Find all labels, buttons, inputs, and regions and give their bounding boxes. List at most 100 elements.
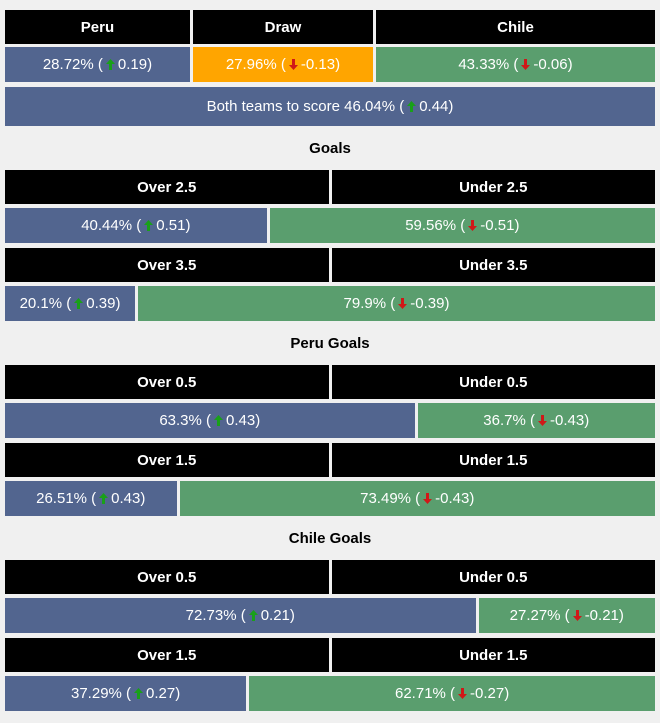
percent-row: 37.29% (0.27) 62.71% (-0.27): [5, 676, 655, 711]
header-cell: Under 1.5: [331, 638, 655, 672]
header-cell: Under 3.5: [331, 248, 655, 282]
paren: ): [255, 412, 261, 429]
change: 0.27: [146, 685, 176, 702]
paren: ): [147, 56, 153, 73]
paren: (: [62, 295, 72, 312]
percent-cell: 27.27% ( -0.21): [478, 598, 655, 633]
up-arrow: [144, 220, 154, 231]
header-cell: Over 0.5: [5, 365, 329, 399]
change: 0.39: [86, 295, 116, 312]
change: 0.43: [226, 412, 256, 429]
down-arrow: [423, 493, 433, 504]
up-arrow: [99, 493, 109, 504]
btts-cell: Both teams to score 46.04% (0.44): [5, 87, 655, 126]
percent: 63.3%: [159, 412, 202, 429]
percent: 28.72%: [42, 56, 94, 73]
percent: 59.56%: [405, 217, 457, 234]
change: 0.51: [156, 217, 186, 234]
up-arrow: [248, 610, 258, 621]
percent-row: 20.1% (0.39) 79.9% (-0.39): [5, 286, 655, 321]
paren: (: [93, 56, 103, 73]
paren: (: [395, 98, 405, 115]
paren: ): [618, 607, 624, 624]
paren: (: [276, 56, 286, 73]
percent: 62.71%: [395, 685, 446, 702]
paren: (: [121, 685, 132, 702]
percent-cell: 63.3% (0.43): [5, 403, 415, 438]
change: -0.13: [300, 56, 336, 73]
percent-cell: 59.56% (-0.51): [269, 208, 655, 243]
header-cell: Under 0.5: [331, 365, 655, 399]
header-cell: Chile: [375, 10, 655, 44]
percent: 20.1%: [19, 295, 63, 312]
paren: ): [584, 412, 590, 429]
paren: ): [115, 295, 121, 312]
percent: 37.29%: [71, 685, 122, 702]
change: -0.43: [550, 412, 585, 429]
header-row: Over 0.5 Under 0.5: [5, 365, 655, 399]
header-cell: Over 1.5: [5, 638, 329, 672]
btts-text: Both teams to score: [206, 98, 340, 115]
up-arrow: [74, 298, 84, 309]
percent-cell: 37.29% (0.27): [5, 676, 247, 711]
percent-row: 63.3% (0.43) 36.7% (-0.43): [5, 403, 655, 438]
percent-cell: 62.71% (-0.27): [249, 676, 655, 711]
paren: ): [514, 217, 520, 234]
percent: 79.9%: [343, 295, 387, 312]
paren: ): [289, 607, 295, 624]
percent: 26.51%: [36, 490, 87, 507]
paren: (: [525, 412, 536, 429]
paren: ): [185, 217, 191, 234]
change: -0.21: [584, 607, 619, 624]
header-cell: Over 3.5: [5, 248, 329, 282]
percent: 27.96%: [225, 56, 277, 73]
percent-row: 26.51% (0.43) 73.49% (-0.43): [5, 481, 655, 516]
paren: (: [560, 607, 570, 624]
percent-cell: 73.49% (-0.43): [179, 481, 655, 516]
change: 0.44: [419, 98, 449, 115]
header-cell: Over 2.5: [5, 170, 329, 204]
percent-cell: 72.73% (0.21): [5, 598, 476, 633]
paren: (: [509, 56, 519, 73]
percent: 72.73%: [185, 607, 237, 624]
percent-cell: 79.9% (-0.39): [138, 286, 655, 321]
down-arrow: [288, 59, 298, 70]
down-arrow: [572, 610, 582, 621]
section-title: Chile Goals: [288, 529, 372, 547]
header-row: Over 1.5 Under 1.5: [5, 443, 655, 477]
down-arrow: [538, 415, 548, 426]
paren: ): [448, 98, 454, 115]
percent-cell: 43.33% (-0.06): [375, 47, 655, 82]
header-cell: Draw: [192, 10, 373, 44]
percent: 40.44%: [81, 217, 133, 234]
up-arrow: [214, 415, 224, 426]
down-arrow: [458, 688, 468, 699]
percent-row: 40.44% (0.51) 59.56% (-0.51): [5, 208, 655, 243]
header-row: Over 2.5 Under 2.5: [5, 170, 655, 204]
paren: ): [335, 56, 341, 73]
percent-cell: 20.1% (0.39): [5, 286, 136, 321]
percent-cell: 36.7% (-0.43): [417, 403, 655, 438]
change: -0.06: [533, 56, 568, 73]
paren: ): [444, 295, 450, 312]
down-arrow: [398, 298, 408, 309]
paren: ): [140, 490, 146, 507]
up-arrow: [105, 59, 115, 70]
change: 0.43: [111, 490, 141, 507]
percent-cell: 26.51% (0.43): [5, 481, 177, 516]
percent-row: 28.72% (0.19) 27.96% (-0.13) 43.33% (-0.06…: [5, 47, 655, 82]
percent: 27.27%: [509, 607, 561, 624]
down-arrow: [521, 59, 531, 70]
header-cell: Under 1.5: [331, 443, 655, 477]
change: -0.27: [470, 685, 505, 702]
header-cell: Peru: [5, 10, 190, 44]
paren: ): [469, 490, 475, 507]
header-cell: Under 2.5: [331, 170, 655, 204]
header-cell: Over 0.5: [5, 560, 329, 594]
change: -0.43: [435, 490, 470, 507]
header-cell: Over 1.5: [5, 443, 329, 477]
header-row: Over 3.5 Under 3.5: [5, 248, 655, 282]
paren: ): [567, 56, 573, 73]
change: 0.21: [260, 607, 290, 624]
